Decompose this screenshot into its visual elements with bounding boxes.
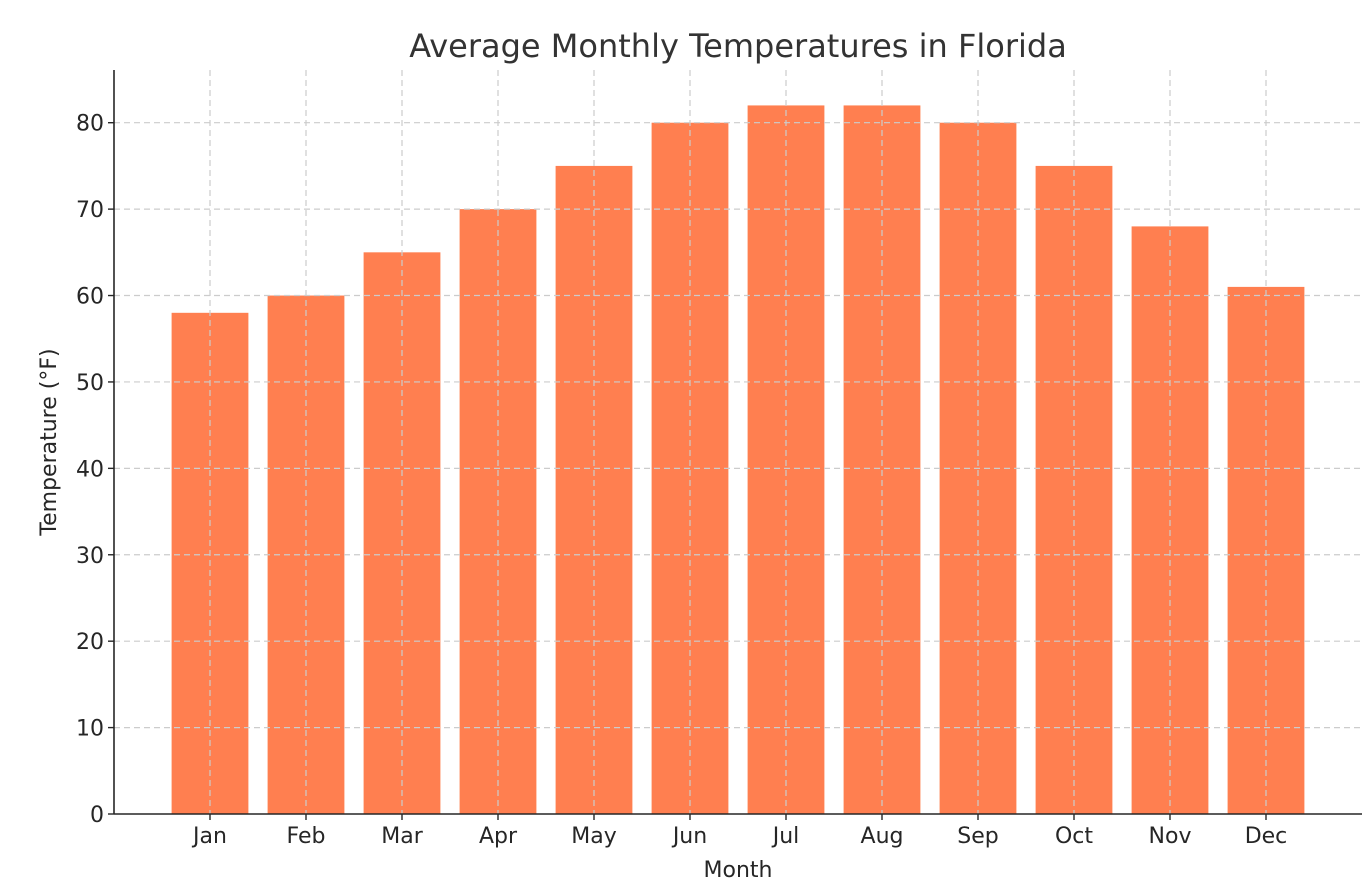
x-tick-label: May (571, 824, 616, 849)
x-axis-label: Month (704, 858, 773, 883)
y-axis-label: Temperature (°F) (37, 348, 62, 536)
y-tick-label: 80 (76, 112, 104, 137)
y-tick-label: 20 (76, 630, 104, 655)
y-tick-label: 0 (90, 803, 104, 828)
x-tick-label: Feb (287, 824, 326, 849)
x-tick-label: Jun (671, 824, 707, 849)
y-tick-label: 50 (76, 371, 104, 396)
x-tick-label: Dec (1245, 824, 1288, 849)
x-tick-label: Aug (861, 824, 904, 849)
y-tick-label: 40 (76, 457, 104, 482)
x-tick-label: Nov (1149, 824, 1192, 849)
x-tick-label: Sep (957, 824, 998, 849)
y-tick-label: 30 (76, 544, 104, 569)
x-tick-label: Jan (191, 824, 227, 849)
y-tick-label: 70 (76, 198, 104, 223)
y-tick-label: 60 (76, 285, 104, 310)
chart-title: Average Monthly Temperatures in Florida (409, 27, 1067, 65)
y-tick-label: 10 (76, 717, 104, 742)
x-tick-label: Oct (1055, 824, 1093, 849)
x-tick-label: Jul (771, 824, 800, 849)
x-tick-label: Mar (381, 824, 423, 849)
x-tick-label: Apr (479, 824, 518, 849)
